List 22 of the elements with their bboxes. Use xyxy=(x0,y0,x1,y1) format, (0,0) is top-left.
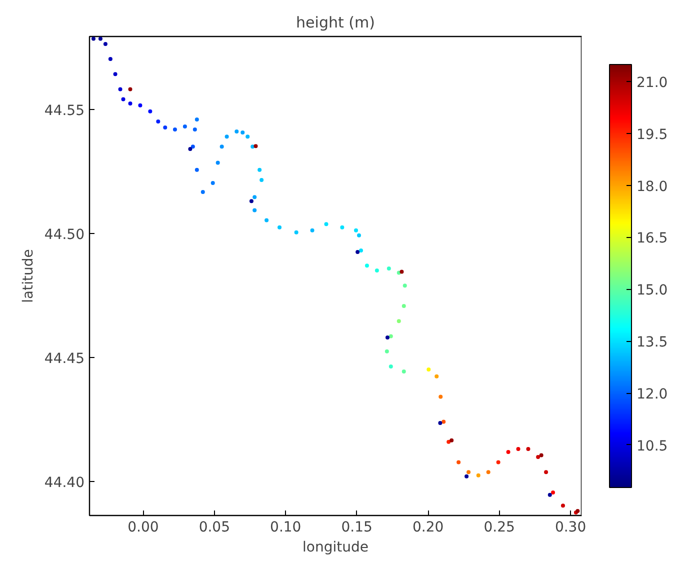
x-tick-label: 0.30 xyxy=(554,520,586,536)
y-tick-label: 44.50 xyxy=(44,226,85,243)
x-tick-label: 0.25 xyxy=(484,520,515,536)
color-bar-label: 19.5 xyxy=(636,126,668,143)
color-bar-label: 21.0 xyxy=(636,74,668,91)
chart-title: height (m) xyxy=(296,14,375,32)
color-bar-label: 12.0 xyxy=(636,386,668,402)
x-tick-label: 0.20 xyxy=(412,520,444,536)
x-tick-label: 0.05 xyxy=(198,520,230,536)
y-axis-title: latitude xyxy=(20,249,36,303)
x-tick-label: 0.10 xyxy=(270,520,302,536)
x-axis-title: longitude xyxy=(302,540,368,556)
y-tick-label: 44.55 xyxy=(44,102,85,119)
y-tick-label: 44.40 xyxy=(44,474,85,491)
x-tick-label: 0.15 xyxy=(341,520,372,536)
x-tick-label: 0.00 xyxy=(128,520,159,536)
color-bar-label: 13.5 xyxy=(636,334,668,351)
color-bar-label: 18.0 xyxy=(636,178,668,195)
color-bar-label: 15.0 xyxy=(636,282,668,299)
color-bar-label: 16.5 xyxy=(636,230,668,247)
y-tick-label: 44.45 xyxy=(44,350,85,367)
color-bar-label: 10.5 xyxy=(636,438,668,454)
